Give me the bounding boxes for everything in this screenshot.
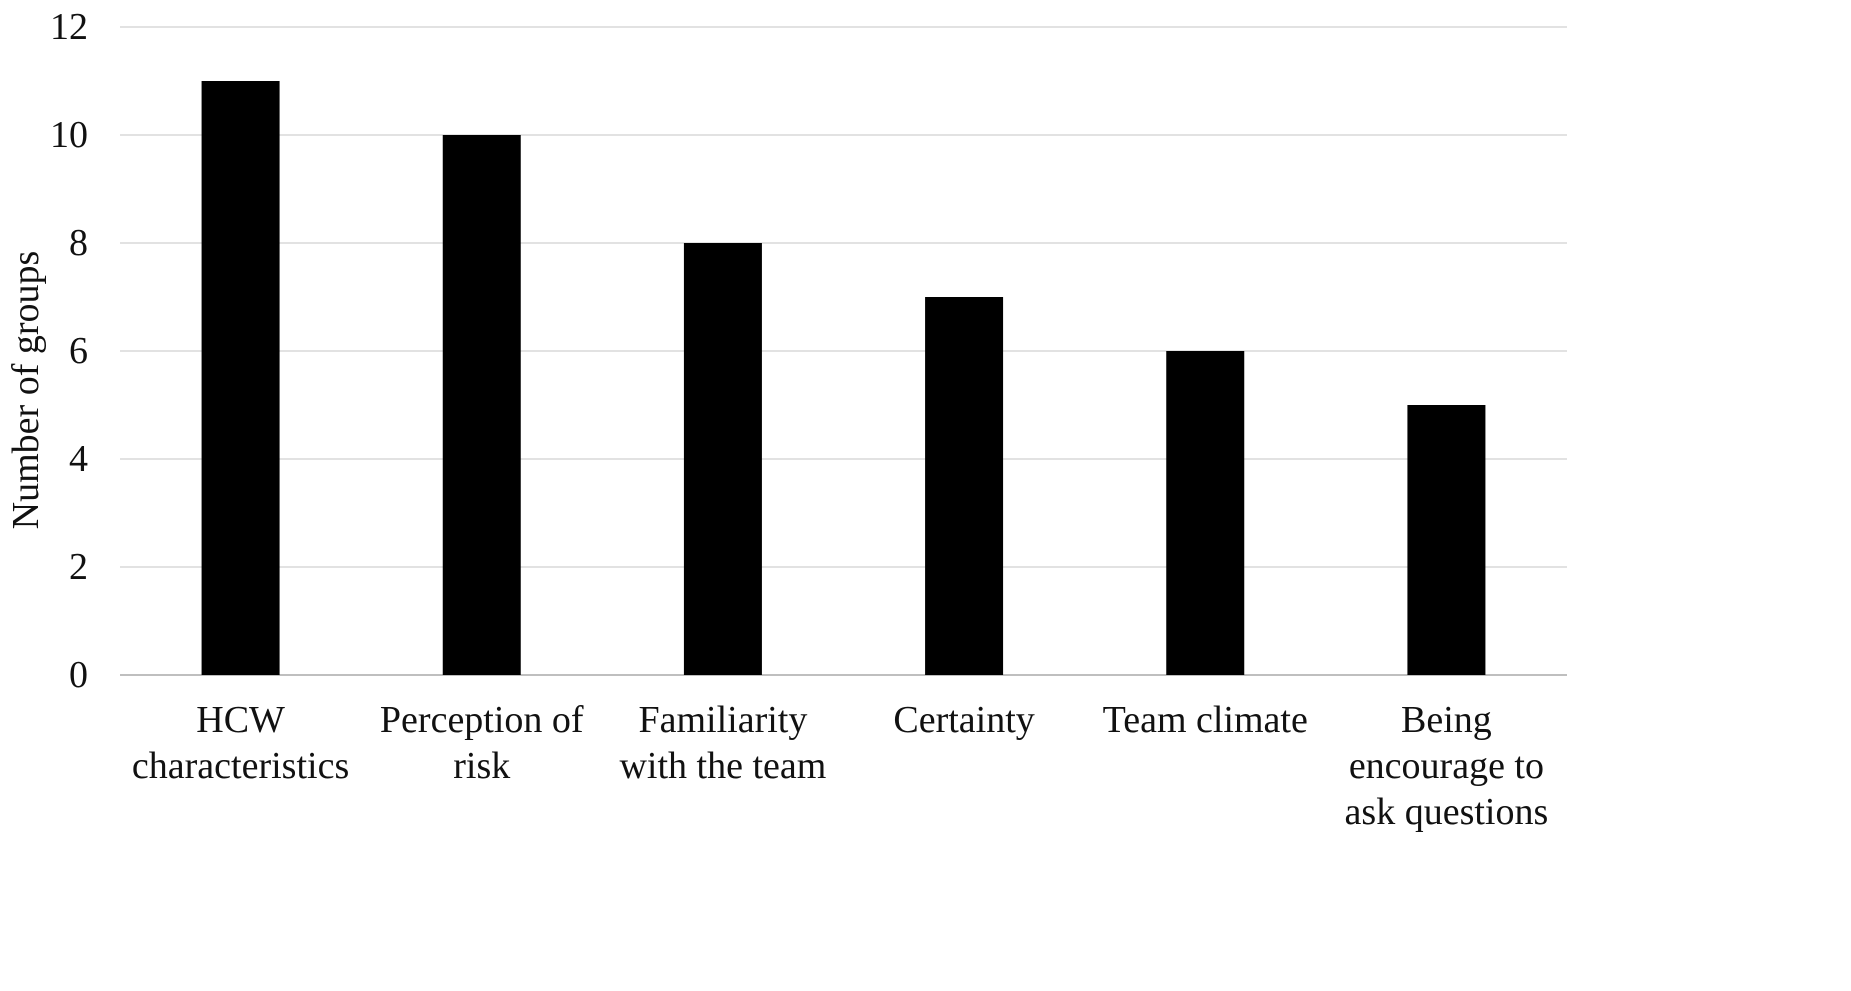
x-category-label: Certainty: [893, 699, 1034, 741]
x-category-label-line: Certainty: [893, 699, 1034, 741]
y-tick-label: 4: [69, 438, 88, 480]
x-category-label-line: risk: [453, 745, 510, 787]
bar: [1166, 351, 1245, 675]
bar: [201, 81, 280, 675]
bar-layer: [201, 81, 1486, 675]
bar: [683, 243, 762, 675]
y-tick-label: 12: [50, 6, 88, 48]
x-category-label-line: characteristics: [132, 745, 349, 787]
y-tick-label: 6: [69, 330, 88, 372]
x-category-label: Team climate: [1103, 699, 1308, 741]
x-category-label: Perception of risk: [380, 699, 584, 787]
x-category-label-line: Being: [1401, 699, 1492, 741]
x-category-label-line: encourage to: [1349, 745, 1544, 787]
y-axis-title: Number of groups: [5, 251, 47, 530]
x-category-label-line: HCW: [196, 699, 285, 741]
y-tick-label: 2: [69, 546, 88, 588]
x-category-label-line: with the team: [619, 745, 826, 787]
x-category-label: HCW characteristics: [132, 699, 349, 787]
x-category-label: Familiarity with the team: [619, 699, 826, 787]
x-category-labels: HCW characteristics Perception of risk Famil…: [132, 699, 1548, 833]
grid-layer: [120, 26, 1567, 676]
x-category-label-line: Perception of: [380, 699, 584, 741]
x-category-label-line: ask questions: [1345, 791, 1549, 833]
bar: [925, 297, 1004, 675]
x-category-label-line: Team climate: [1103, 699, 1308, 741]
y-tick-label: 8: [69, 222, 88, 264]
y-tick-labels: 0 2 4 6 8 10 12: [50, 6, 88, 696]
bar: [442, 135, 521, 675]
x-category-label: Being encourage to ask questions: [1345, 699, 1549, 833]
y-tick-label: 10: [50, 114, 88, 156]
x-category-label-line: Familiarity: [638, 699, 807, 741]
bar: [1407, 405, 1486, 675]
y-tick-label: 0: [69, 654, 88, 696]
